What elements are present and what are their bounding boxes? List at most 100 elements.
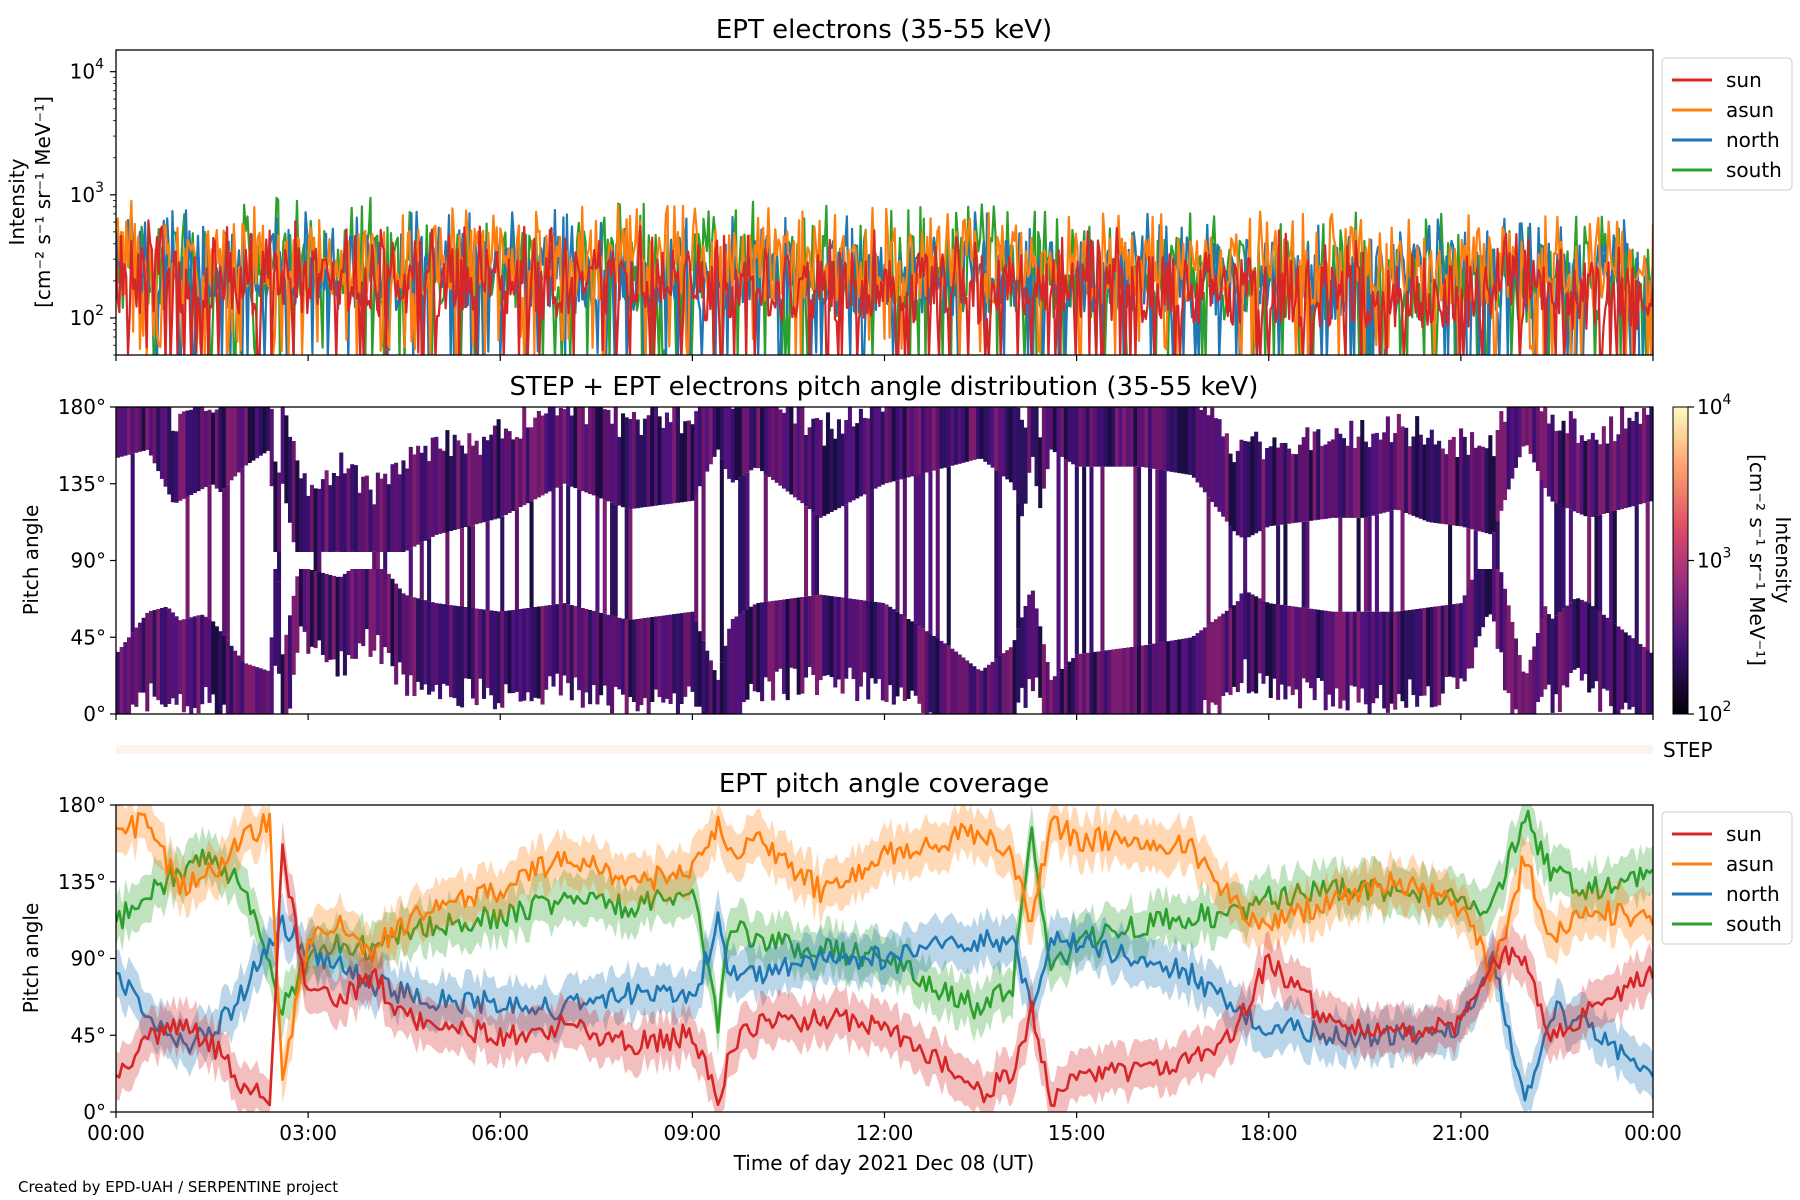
heatmap-cell <box>566 407 571 486</box>
heatmap-cell <box>379 478 384 552</box>
heatmap-cell <box>1371 611 1376 704</box>
heatmap-cell <box>1330 439 1336 518</box>
heatmap-cell <box>1415 609 1420 707</box>
heatmap-cell <box>1243 441 1248 540</box>
heatmap-cell <box>847 598 852 668</box>
heatmap-cell <box>1261 529 1266 601</box>
heatmap-cell <box>1213 619 1218 705</box>
heatmap-cell <box>503 610 508 685</box>
heatmap-cell <box>613 407 618 505</box>
heatmap-cell <box>555 415 560 488</box>
heatmap-cell <box>1638 423 1643 505</box>
heatmap-cell <box>997 407 1003 474</box>
heatmap-cell <box>1367 516 1372 612</box>
series-line-sun <box>116 219 1653 355</box>
heatmap-cell <box>1166 641 1171 714</box>
heatmap-cell <box>514 437 519 510</box>
heatmap-cell <box>869 407 874 491</box>
heatmap-cell <box>932 636 937 714</box>
heatmap-cell <box>844 504 849 598</box>
heatmap-cell <box>584 424 589 493</box>
heatmap-cell <box>635 619 640 712</box>
heatmap-cell <box>1085 407 1090 467</box>
heatmap-cell <box>167 407 172 495</box>
coverage-line-south <box>116 809 1653 1034</box>
heatmap-cell <box>1049 679 1054 714</box>
heatmap-cell <box>372 552 377 570</box>
heatmap-cell <box>591 610 596 686</box>
heatmap-cell <box>427 461 432 539</box>
heatmap-cell <box>200 407 205 490</box>
heatmap-cell <box>317 488 322 552</box>
heatmap-cell <box>1557 504 1562 613</box>
heatmap-cell <box>763 407 768 474</box>
heatmap-cell <box>862 417 867 495</box>
heatmap-cell <box>631 619 637 702</box>
legend-label-north: north <box>1726 882 1780 906</box>
heatmap-cell <box>1440 605 1445 694</box>
heatmap-cell <box>1645 414 1650 503</box>
heatmap-cell <box>1129 647 1134 714</box>
heatmap-cell <box>251 407 256 461</box>
heatmap-cell <box>1038 626 1043 698</box>
heatmap-cell <box>1071 407 1076 465</box>
heatmap-cell <box>975 669 981 714</box>
heatmap-cell <box>1030 590 1035 692</box>
heatmap-cell <box>672 614 677 694</box>
heatmap-cell <box>1158 642 1164 714</box>
heatmap-cell <box>1279 604 1284 685</box>
heatmap-cell <box>1173 640 1178 714</box>
heatmap-cell <box>1195 407 1200 483</box>
heatmap-cell <box>1400 426 1405 512</box>
heatmap-cell <box>394 583 399 685</box>
heatmap-cell <box>1169 407 1174 472</box>
heatmap-cell <box>774 407 779 483</box>
heatmap-cell <box>225 407 230 485</box>
heatmap-cell <box>1074 407 1079 467</box>
heatmap-cell <box>1623 428 1628 509</box>
heatmap-cell <box>1634 411 1639 506</box>
heatmap-cell <box>1521 671 1526 714</box>
heatmap-cell <box>902 616 907 701</box>
heatmap-cell <box>1008 407 1013 483</box>
heatmap-cell <box>1290 453 1295 524</box>
heatmap-cell <box>771 407 776 480</box>
heatmap-cell <box>917 626 922 704</box>
heatmap-cell <box>1107 407 1112 467</box>
heatmap-cell <box>621 618 626 695</box>
heatmap-cell <box>408 596 413 676</box>
heatmap-cell <box>1166 407 1171 472</box>
heatmap-cell <box>884 604 889 702</box>
heatmap-cell <box>291 595 296 675</box>
heatmap-cell <box>869 601 874 679</box>
heatmap-cell <box>1407 446 1412 515</box>
coverage-yticks: 0° 45° 90° 135° 180° <box>58 793 116 1124</box>
heatmap-cell <box>207 618 212 703</box>
heatmap-cell <box>1027 594 1032 680</box>
heatmap-cell <box>379 569 384 664</box>
heatmap-cell <box>174 431 179 503</box>
heatmap-cell <box>247 407 252 463</box>
heatmap-cell <box>514 509 519 610</box>
heatmap-cell <box>921 628 926 713</box>
heatmap-cell <box>375 569 380 636</box>
heatmap-cell <box>251 665 256 714</box>
heatmap-cell <box>361 569 366 647</box>
heatmap-cell <box>946 645 951 714</box>
coverage-line-asun <box>116 811 1653 1081</box>
heatmap-cell <box>152 610 157 697</box>
heatmap-cell <box>833 438 838 511</box>
heatmap-cell <box>123 407 128 456</box>
heatmap-cell <box>196 407 201 492</box>
heatmap-cell <box>1404 427 1409 513</box>
heatmap-cell <box>1576 598 1581 668</box>
heatmap-cell <box>814 418 820 515</box>
heatmap-cell <box>1371 433 1376 516</box>
heatmap-cell <box>1074 654 1079 714</box>
heatmap-cell <box>1250 436 1255 536</box>
heatmap-cell <box>1338 433 1343 518</box>
heatmap-cell <box>317 552 322 572</box>
heatmap-cell <box>364 475 369 552</box>
heatmap-cell <box>1257 441 1262 532</box>
heatmap-cell <box>935 638 940 714</box>
